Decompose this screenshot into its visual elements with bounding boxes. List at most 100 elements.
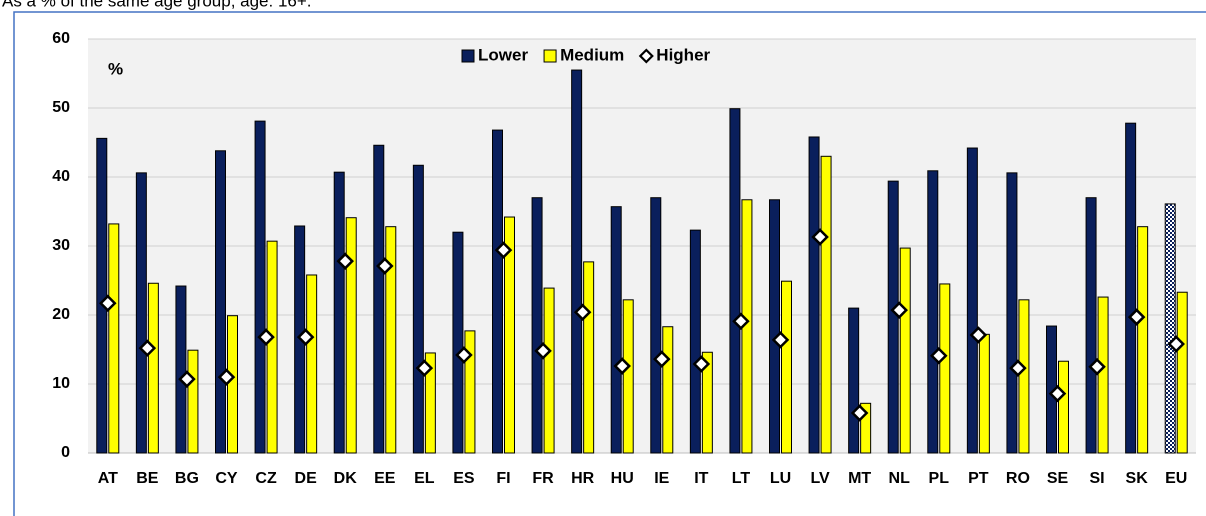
bar [820,155,832,454]
bar [504,216,515,454]
x-tick-label: IE [654,470,669,487]
x-tick-label: BG [175,470,199,487]
y-tick-label: 40 [52,168,70,185]
marker [494,241,513,259]
bar [147,282,159,454]
bar [571,69,583,454]
bar [1137,226,1149,454]
bar [610,206,622,454]
bar [1006,172,1018,454]
marker [1009,359,1027,377]
marker [1088,357,1106,376]
x-tick-label: SK [1126,470,1149,487]
bar [1058,360,1069,454]
bar [543,287,555,454]
bar [769,199,780,454]
x-tick-label: LV [810,470,830,487]
marker [138,339,157,357]
bar [701,351,713,454]
bar [650,197,662,454]
x-tick-label: IT [694,470,708,487]
legend-label: Medium [560,45,624,64]
marker [257,328,275,346]
bar [175,285,187,454]
bar [464,330,476,454]
bar [373,144,385,454]
bar [424,352,436,454]
bar [939,283,951,454]
x-tick-label: SE [1047,470,1069,487]
x-tick-label: DE [295,470,318,487]
bar [1085,197,1097,454]
bar [978,333,990,454]
legend-swatch [461,49,475,63]
bar [1018,299,1030,454]
x-tick-label: SI [1090,470,1105,487]
x-tick-label: BE [136,470,159,487]
x-tick-label: PL [929,470,950,487]
x-tick-label: HR [571,470,595,487]
marker [732,312,750,330]
marker [850,404,869,422]
legend-marker [638,48,654,64]
legend-swatch [543,49,557,63]
y-tick-label: 0 [61,444,70,461]
bar [622,299,634,454]
marker [771,331,790,349]
bar [1164,203,1176,454]
marker [336,252,354,270]
bar [848,307,860,454]
legend-label: Higher [656,45,710,64]
bar [781,280,792,454]
marker [296,328,315,346]
x-tick-label: EL [414,470,435,487]
bar [254,120,266,454]
bar [966,147,978,454]
marker [692,355,711,373]
marker [217,368,236,386]
x-tick-label: AT [98,470,118,487]
y-tick-label: 50 [52,99,70,116]
bar [689,229,701,454]
marker [811,228,829,246]
marker [178,370,196,388]
marker [415,359,434,377]
bar [899,247,911,454]
x-tick-label: FI [496,470,510,487]
marker [573,303,592,322]
marker [376,257,394,275]
bar [729,108,741,454]
x-tick-label: DK [334,470,358,487]
marker [890,301,908,319]
marker [969,326,988,344]
bar [492,129,503,454]
bar [860,402,872,454]
x-tick-label: RO [1006,470,1030,487]
bar [412,164,424,454]
bar [1176,291,1188,454]
y-tick-label: 60 [52,30,70,47]
bar [266,240,278,454]
bar [808,136,820,454]
bar [531,197,543,454]
marker [1048,384,1067,403]
bar [187,349,199,454]
marker [930,346,948,365]
x-tick-label: EU [1165,470,1187,487]
bar [306,274,318,454]
x-tick-label: ES [453,470,475,487]
x-tick-label: HU [611,470,634,487]
x-tick-label: LT [732,470,751,487]
bar [887,180,899,454]
marker [653,350,671,368]
marker [455,346,473,364]
marker [1167,335,1185,353]
x-tick-label: MT [848,470,871,487]
bar [927,170,939,454]
marker [613,357,631,375]
bar [1125,122,1137,454]
x-tick-label: CZ [255,470,277,487]
marker [1127,308,1146,326]
